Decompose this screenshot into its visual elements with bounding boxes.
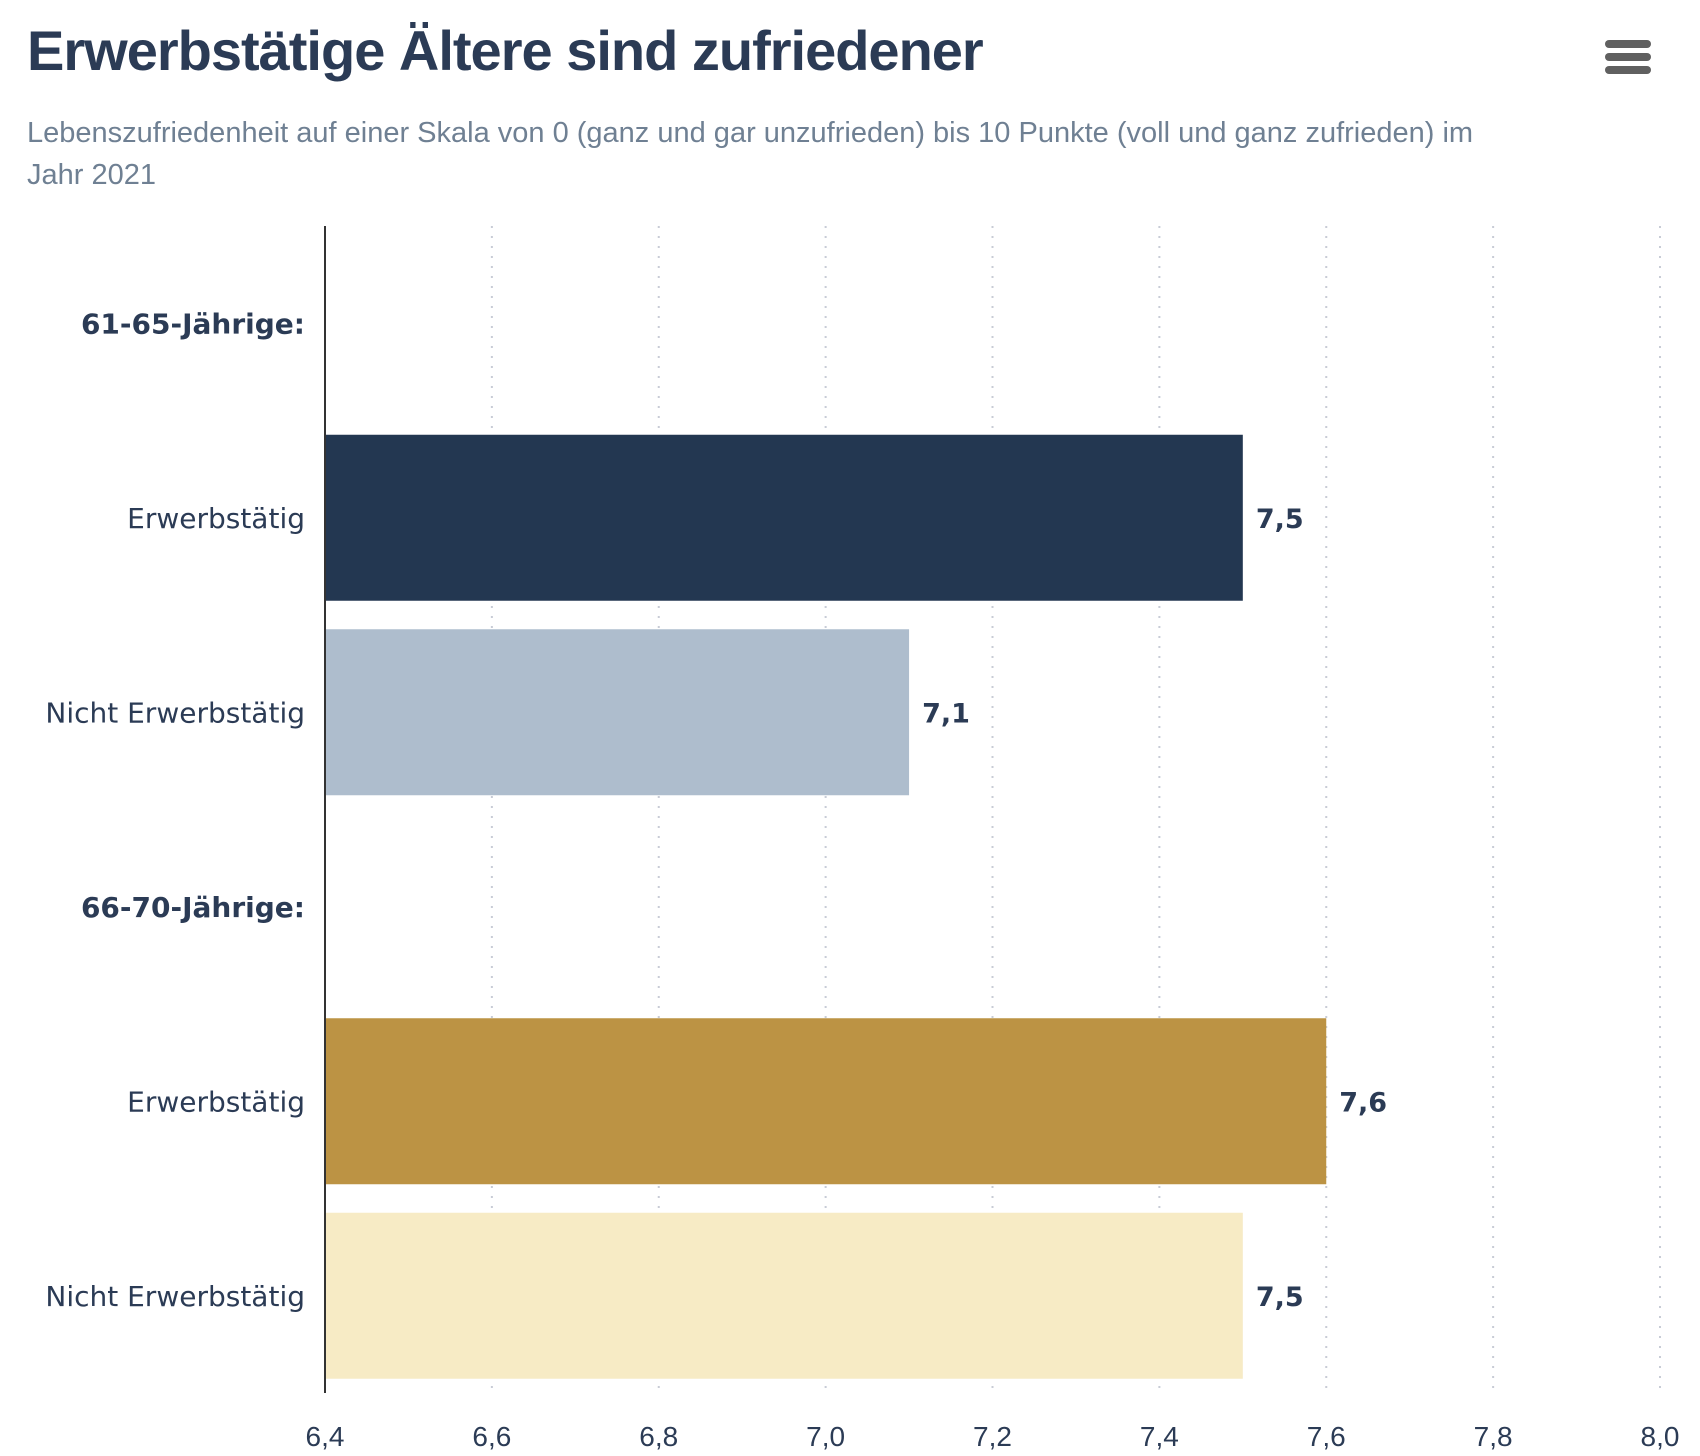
- x-tick-label: 6,6: [472, 1421, 511, 1452]
- category-label: Nicht Erwerbstätig: [45, 696, 305, 729]
- data-label: 7,6: [1339, 1087, 1387, 1118]
- x-tick-label: 7,4: [1140, 1421, 1179, 1452]
- chart-title: Erwerbstätige Ältere sind zufriedener: [27, 19, 984, 82]
- category-labels: 61-65-Jährige: Erwerbstätig Nicht Erwerbst…: [45, 307, 305, 1313]
- hamburger-menu-icon[interactable]: [1605, 40, 1651, 74]
- x-tick-label: 7,8: [1474, 1421, 1513, 1452]
- bar[interactable]: [325, 434, 1243, 601]
- x-axis-tick-labels: 6,4 6,6 6,8 7,0 7,2 7,4 7,6 7,8 8,0: [306, 1421, 1680, 1452]
- category-label: 61-65-Jährige:: [81, 307, 305, 340]
- chart-subtitle: Lebenszufriedenheit auf einer Skala von …: [27, 117, 1474, 191]
- x-tick-label: 6,4: [306, 1421, 345, 1452]
- x-tick-label: 7,2: [973, 1421, 1012, 1452]
- data-label: 7,1: [922, 698, 970, 729]
- bar[interactable]: [325, 1212, 1243, 1379]
- x-tick-label: 6,8: [639, 1421, 678, 1452]
- category-label: 66-70-Jährige:: [81, 891, 305, 924]
- bar[interactable]: [325, 1018, 1327, 1185]
- data-label: 7,5: [1256, 1282, 1304, 1313]
- category-label: Nicht Erwerbstätig: [45, 1280, 305, 1313]
- bars: [325, 434, 1327, 1379]
- x-tick-label: 8,0: [1641, 1421, 1680, 1452]
- bar[interactable]: [325, 629, 910, 796]
- x-tick-label: 7,0: [806, 1421, 845, 1452]
- category-label: Erwerbstätig: [127, 1085, 305, 1118]
- data-label: 7,5: [1256, 504, 1304, 535]
- data-labels: 7,5 7,1 7,6 7,5: [922, 504, 1387, 1313]
- category-label: Erwerbstätig: [127, 502, 305, 535]
- x-tick-label: 7,6: [1307, 1421, 1346, 1452]
